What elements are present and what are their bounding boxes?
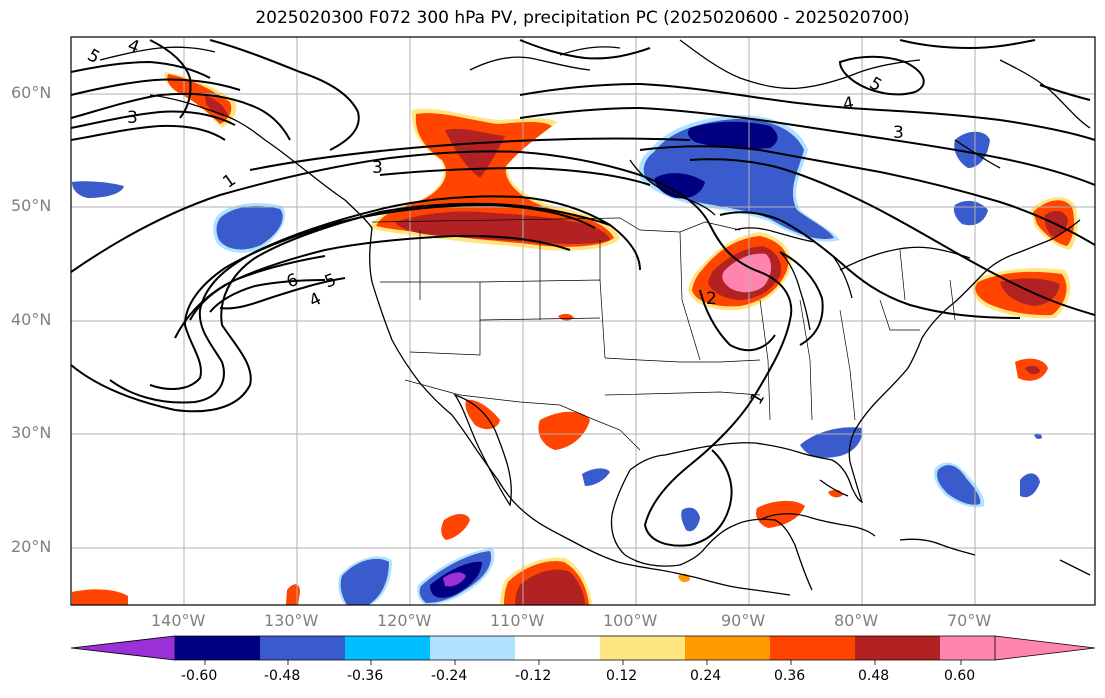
figure-title: 2025020300 F072 300 hPa PV, precipitatio… — [255, 8, 910, 28]
colorbar-tick-label: -0.12 — [515, 668, 552, 684]
lat-label: 30°N — [11, 423, 52, 442]
colorbar-tick-label: 0.12 — [606, 668, 638, 684]
colorbar-tick-label: 0.24 — [690, 668, 722, 684]
graticule — [71, 37, 1095, 605]
map-plot-area: 1 1 2 3 3 3 4 4 4 5 5 5 6 — [71, 37, 1095, 605]
lon-label: 70°W — [947, 611, 992, 630]
colorbar-extend-low — [70, 635, 176, 661]
colorbar-bin — [260, 636, 345, 660]
colorbar-bin — [515, 636, 600, 660]
contour-label: 3 — [893, 123, 904, 143]
contour-label: 2 — [706, 289, 717, 309]
colorbar-tick-label: 0.48 — [858, 668, 890, 684]
colorbar-tick-label: 0.60 — [944, 668, 976, 684]
plot-frame — [70, 36, 1096, 606]
lon-label: 140°W — [151, 611, 206, 630]
pv-contours — [71, 39, 1095, 547]
contour-label: 4 — [841, 93, 855, 115]
lon-label: 120°W — [377, 611, 432, 630]
colorbar-bin — [685, 636, 770, 660]
colorbar-tick-label: 0.36 — [774, 668, 806, 684]
lat-label: 50°N — [11, 196, 52, 215]
colorbar-bin — [855, 636, 940, 660]
contour-label: 3 — [127, 108, 138, 128]
colorbar-tick-label: -0.48 — [264, 668, 301, 684]
lat-label: 40°N — [11, 310, 52, 329]
colorbar-bin — [600, 636, 685, 660]
lon-label: 80°W — [834, 611, 879, 630]
lon-label: 130°W — [264, 611, 319, 630]
colorbar-bin — [175, 636, 260, 660]
colorbar-bin — [940, 636, 995, 660]
colorbar-bin — [345, 636, 430, 660]
colorbar-bin — [770, 636, 855, 660]
lon-label: 90°W — [721, 611, 766, 630]
colorbar — [70, 635, 1096, 665]
lon-label: 100°W — [603, 611, 658, 630]
colorbar-tick-label: -0.60 — [181, 668, 218, 684]
colorbar-extend-high — [994, 635, 1096, 661]
colorbar-bin — [430, 636, 515, 660]
lat-label: 60°N — [11, 83, 52, 102]
contour-label: 3 — [372, 158, 383, 178]
colorbar-tick-label: -0.36 — [347, 668, 384, 684]
lat-label: 20°N — [11, 537, 52, 556]
lon-label: 110°W — [490, 611, 545, 630]
colorbar-tick-label: -0.24 — [431, 668, 468, 684]
political-borders — [371, 217, 956, 451]
